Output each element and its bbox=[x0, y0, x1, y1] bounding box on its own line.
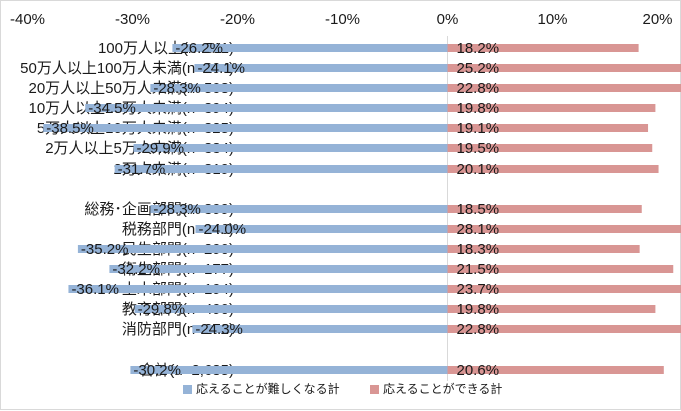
data-label: -24.3% bbox=[195, 321, 243, 338]
x-tick-label: -20% bbox=[220, 11, 255, 28]
data-label: -35.2% bbox=[81, 241, 129, 258]
data-label: 21.5% bbox=[457, 261, 500, 278]
data-label: -30.2% bbox=[133, 362, 181, 379]
data-label: -24.0% bbox=[199, 221, 247, 238]
data-label: -38.5% bbox=[46, 120, 94, 137]
legend-item: 応えることが難しくなる計 bbox=[183, 381, 340, 396]
data-label: -31.7% bbox=[118, 161, 166, 178]
x-tick-label: 0% bbox=[437, 11, 459, 28]
data-label: 18.2% bbox=[457, 40, 500, 57]
data-label: 20.1% bbox=[457, 161, 500, 178]
data-label: 23.7% bbox=[457, 281, 500, 298]
x-tick-label: -30% bbox=[115, 11, 150, 28]
data-label: 19.8% bbox=[457, 100, 500, 117]
x-tick-label: -10% bbox=[325, 11, 360, 28]
data-label: 20.6% bbox=[457, 362, 500, 379]
data-label: 19.8% bbox=[457, 301, 500, 318]
data-label: 22.8% bbox=[457, 80, 500, 97]
bar-negative bbox=[85, 104, 447, 112]
data-label: -29.8% bbox=[138, 301, 186, 318]
data-label: 19.5% bbox=[457, 140, 500, 157]
data-label: 22.8% bbox=[457, 321, 500, 338]
data-label: 19.1% bbox=[457, 120, 500, 137]
bar-negative bbox=[43, 124, 447, 132]
data-label: 25.2% bbox=[457, 60, 500, 77]
legend-item: 応えることができる計 bbox=[370, 381, 502, 396]
legend-swatch bbox=[183, 385, 192, 394]
data-label: -32.2% bbox=[112, 261, 160, 278]
legend-swatch bbox=[370, 385, 379, 394]
legend-label: 応えることができる計 bbox=[383, 381, 502, 396]
data-label: -34.5% bbox=[88, 100, 136, 117]
data-label: 18.5% bbox=[457, 201, 500, 218]
data-label: -29.9% bbox=[137, 140, 185, 157]
data-label: 28.1% bbox=[457, 221, 500, 238]
data-label: -24.1% bbox=[197, 60, 245, 77]
legend-label: 応えることが難しくなる計 bbox=[196, 381, 340, 396]
data-label: -36.1% bbox=[71, 281, 119, 298]
bar-negative bbox=[78, 245, 448, 253]
bar-negative bbox=[109, 265, 447, 273]
x-tick-label: 10% bbox=[537, 11, 567, 28]
x-tick-label: 20% bbox=[642, 11, 672, 28]
data-label: -28.3% bbox=[153, 201, 201, 218]
data-label: -28.3% bbox=[153, 80, 201, 97]
data-label: -26.2% bbox=[175, 40, 223, 57]
data-label: 18.3% bbox=[457, 241, 500, 258]
x-tick-label: -40% bbox=[10, 11, 45, 28]
bar-negative bbox=[68, 285, 447, 293]
